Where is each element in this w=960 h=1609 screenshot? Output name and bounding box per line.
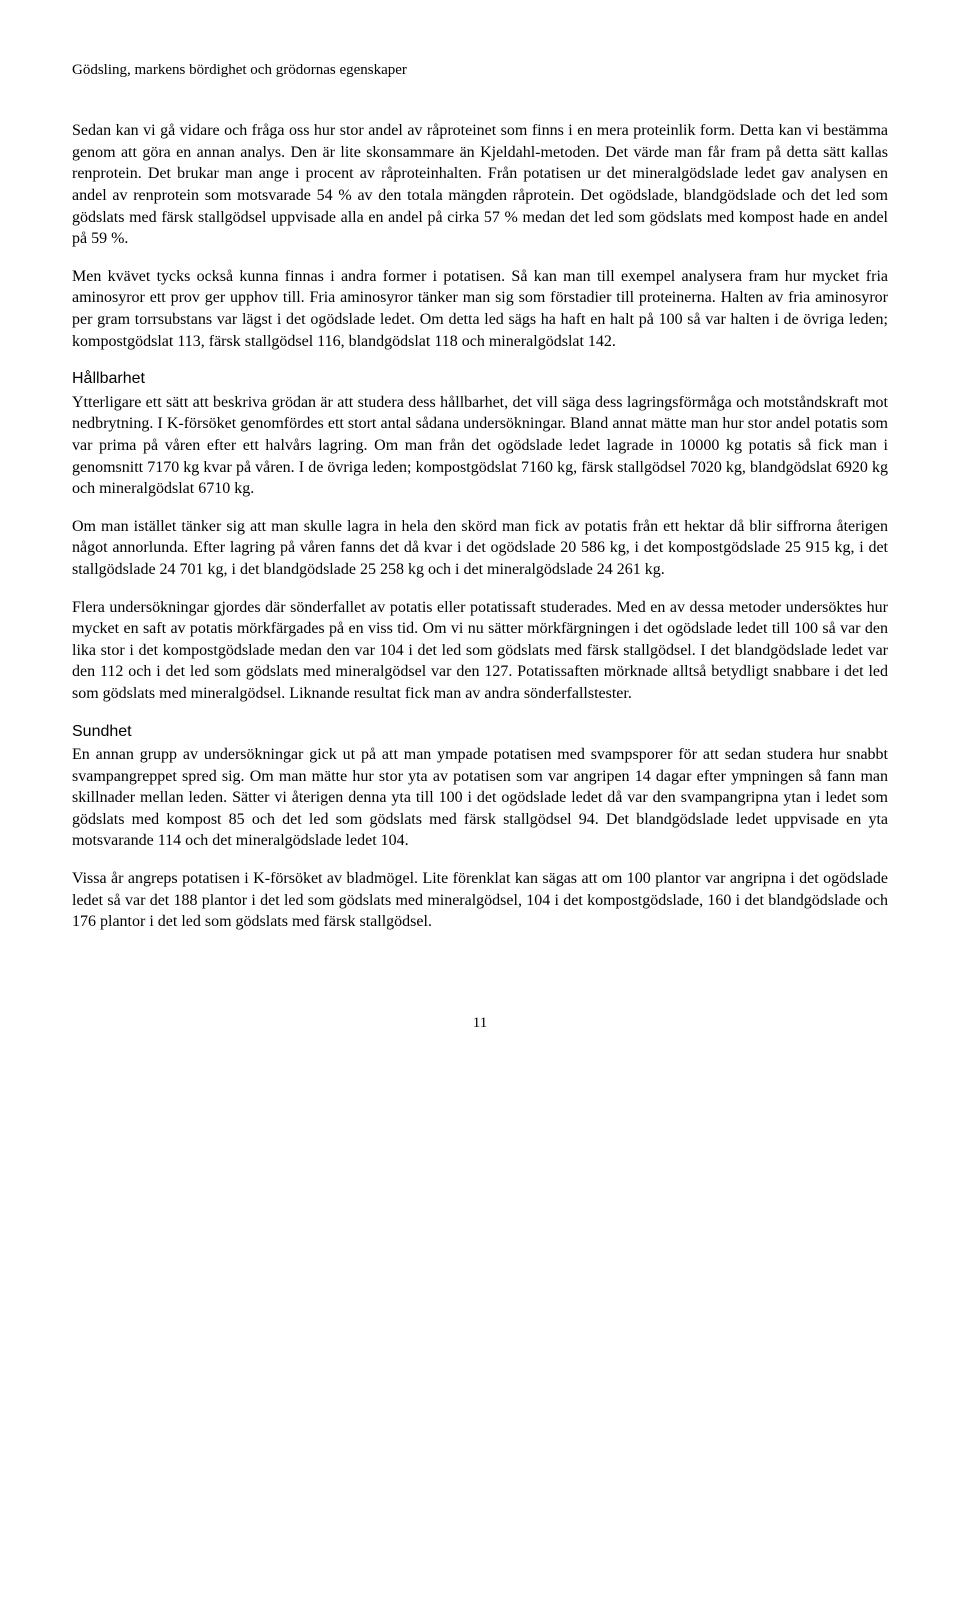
body-paragraph: Sedan kan vi gå vidare och fråga oss hur… — [72, 120, 888, 250]
section-heading-hallbarhet: Hållbarhet — [72, 368, 888, 390]
body-paragraph: Ytterligare ett sätt att beskriva grödan… — [72, 392, 888, 500]
body-paragraph: Men kvävet tycks också kunna finnas i an… — [72, 266, 888, 352]
body-paragraph: Flera undersökningar gjordes där sönderf… — [72, 597, 888, 705]
page-number: 11 — [72, 1013, 888, 1033]
section-heading-sundhet: Sundhet — [72, 721, 888, 743]
body-paragraph: Om man istället tänker sig att man skull… — [72, 516, 888, 581]
body-paragraph: Vissa år angreps potatisen i K-försöket … — [72, 868, 888, 933]
body-paragraph: En annan grupp av undersökningar gick ut… — [72, 744, 888, 852]
running-header: Gödsling, markens bördighet och grödorna… — [72, 60, 888, 80]
